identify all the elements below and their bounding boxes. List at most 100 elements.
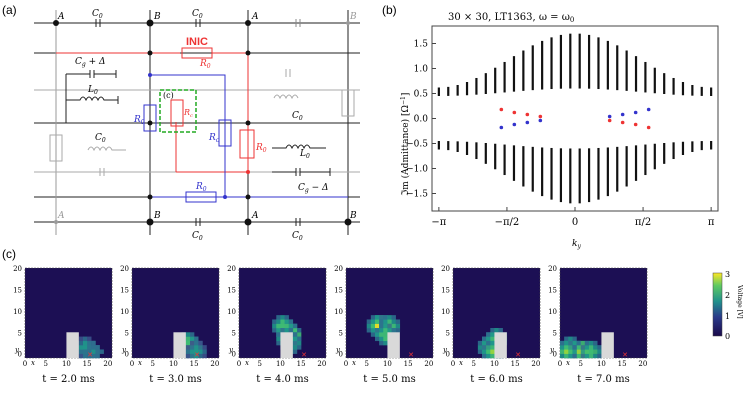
r0-label-red-top: R0 (199, 59, 211, 70)
frame-time-label: t = 6.0 ms (470, 374, 522, 385)
heatmap-x-axis-label: x (459, 359, 463, 367)
source-marker-icon: ✕ (194, 351, 200, 359)
heatmap-cell (568, 340, 573, 346)
heatmap-cell (568, 353, 573, 359)
cbar-tick-0: 0 (725, 332, 730, 341)
heatmap-cell (190, 349, 195, 354)
heatmap-cell (383, 336, 388, 342)
cap-top-right (195, 19, 201, 27)
heatmap-cell (580, 353, 586, 359)
heatmap-cell (83, 345, 88, 350)
heatmap-cell (284, 319, 289, 324)
heatmap-cell (83, 340, 88, 346)
heatmap-cell (366, 319, 372, 324)
heatmap-y-axis-label: y (121, 346, 127, 354)
heatmap-cell (477, 345, 483, 350)
inset-box (159, 89, 197, 133)
heatmap-cell (387, 315, 392, 320)
cap-ground-right (272, 168, 331, 176)
heatmap-cell (185, 349, 191, 354)
heatmap-x-tick: 10 (62, 360, 71, 368)
heatmap-cell (297, 336, 302, 342)
heatmap-cell (276, 336, 281, 342)
opamp-gray-right-icon (341, 89, 355, 117)
heatmap-cell (576, 340, 581, 346)
heatmap-cell (560, 345, 565, 350)
heatmap-cell (198, 345, 203, 350)
heatmap-cell (482, 353, 487, 359)
heatmap-cell (593, 345, 598, 350)
c0-label-5: C0 (95, 133, 106, 144)
heatmap-x-axis-label: x (566, 359, 570, 367)
heatmap-cell (593, 349, 598, 354)
heatmap-cell (194, 349, 199, 354)
heatmap-y-tick: 10 (227, 308, 236, 316)
heatmap-cell (379, 319, 384, 324)
heatmap-cell (292, 332, 298, 337)
obstacle-block (601, 332, 614, 358)
r0-label-blue-left: R0 (133, 115, 145, 126)
heatmap-y-axis-label: y (549, 346, 555, 354)
heatmap-cell (198, 340, 203, 346)
heatmap-cell (375, 323, 380, 329)
edge-point-red (607, 118, 612, 123)
heatmap-cell (366, 323, 372, 329)
heatmap-cell (589, 345, 594, 350)
heatmap-cell (194, 353, 199, 359)
node-b-top: B (153, 12, 161, 22)
heatmap-cell (490, 328, 495, 333)
heatmap-y-tick: 0 (446, 351, 450, 359)
heatmap-x-tick: 5 (43, 360, 47, 368)
node-b-top-right: B (349, 12, 357, 22)
heatmap-cell (597, 345, 602, 350)
heatmap-cell (91, 349, 96, 354)
heatmap-cell (297, 340, 302, 346)
heatmap-cell (87, 345, 92, 350)
heatmap-cell (83, 353, 88, 359)
heatmap-cell (576, 353, 581, 359)
heatmap-x-tick: 5 (364, 360, 368, 368)
heatmap-y-tick: 15 (441, 286, 450, 294)
heatmap-x-tick: 0 (23, 360, 27, 368)
heatmap-cell (370, 323, 376, 329)
heatmap-cell (194, 340, 199, 346)
heatmap-cell (395, 328, 401, 333)
heatmap-cell (375, 336, 380, 342)
heatmap-y-tick: 20 (227, 265, 236, 273)
heatmap-cell (580, 349, 586, 354)
heatmap-cell (185, 345, 191, 350)
frame-time-label: t = 2.0 ms (42, 374, 94, 385)
heatmap-y-tick: 0 (125, 351, 129, 359)
heatmap-cell (494, 328, 499, 333)
cap-top-left (95, 19, 101, 27)
heatmap-x-tick: 20 (317, 360, 326, 368)
heatmap-cell (568, 349, 573, 354)
heatmap-cell (379, 332, 384, 337)
heatmap-cell (202, 349, 207, 354)
chart-title: 30 × 30, LT1363, ω = ω0 (448, 12, 574, 24)
heatmap-y-tick: 0 (553, 351, 557, 359)
heatmap-x-tick: 20 (424, 360, 433, 368)
heatmap-cell (580, 345, 586, 350)
heatmap-cell (280, 323, 285, 329)
colorbar (712, 272, 723, 337)
heatmap-cell (486, 349, 491, 354)
panel-b-label: (b) (382, 3, 397, 17)
cap-bottom-right (295, 218, 301, 226)
rc-resistor-red-icon (170, 99, 184, 127)
heatmap-x-tick: 5 (257, 360, 261, 368)
heatmap-cell (482, 336, 487, 342)
cap-top-far (295, 19, 301, 27)
heatmap-cell (486, 340, 491, 346)
heatmap-cell (391, 315, 396, 320)
r0-label-blue-bottom: R0 (195, 182, 207, 193)
frame-time-label: t = 5.0 ms (363, 374, 415, 385)
heatmap-cell (194, 336, 199, 342)
bulk-bands (437, 33, 713, 204)
heatmap-y-tick: 15 (120, 286, 129, 294)
source-marker-icon: ✕ (408, 351, 414, 359)
heatmap-cell (280, 315, 285, 320)
heatmap-y-tick: 15 (334, 286, 343, 294)
heatmap-cell (185, 336, 191, 342)
cbar-tick-2: 2 (725, 291, 730, 300)
